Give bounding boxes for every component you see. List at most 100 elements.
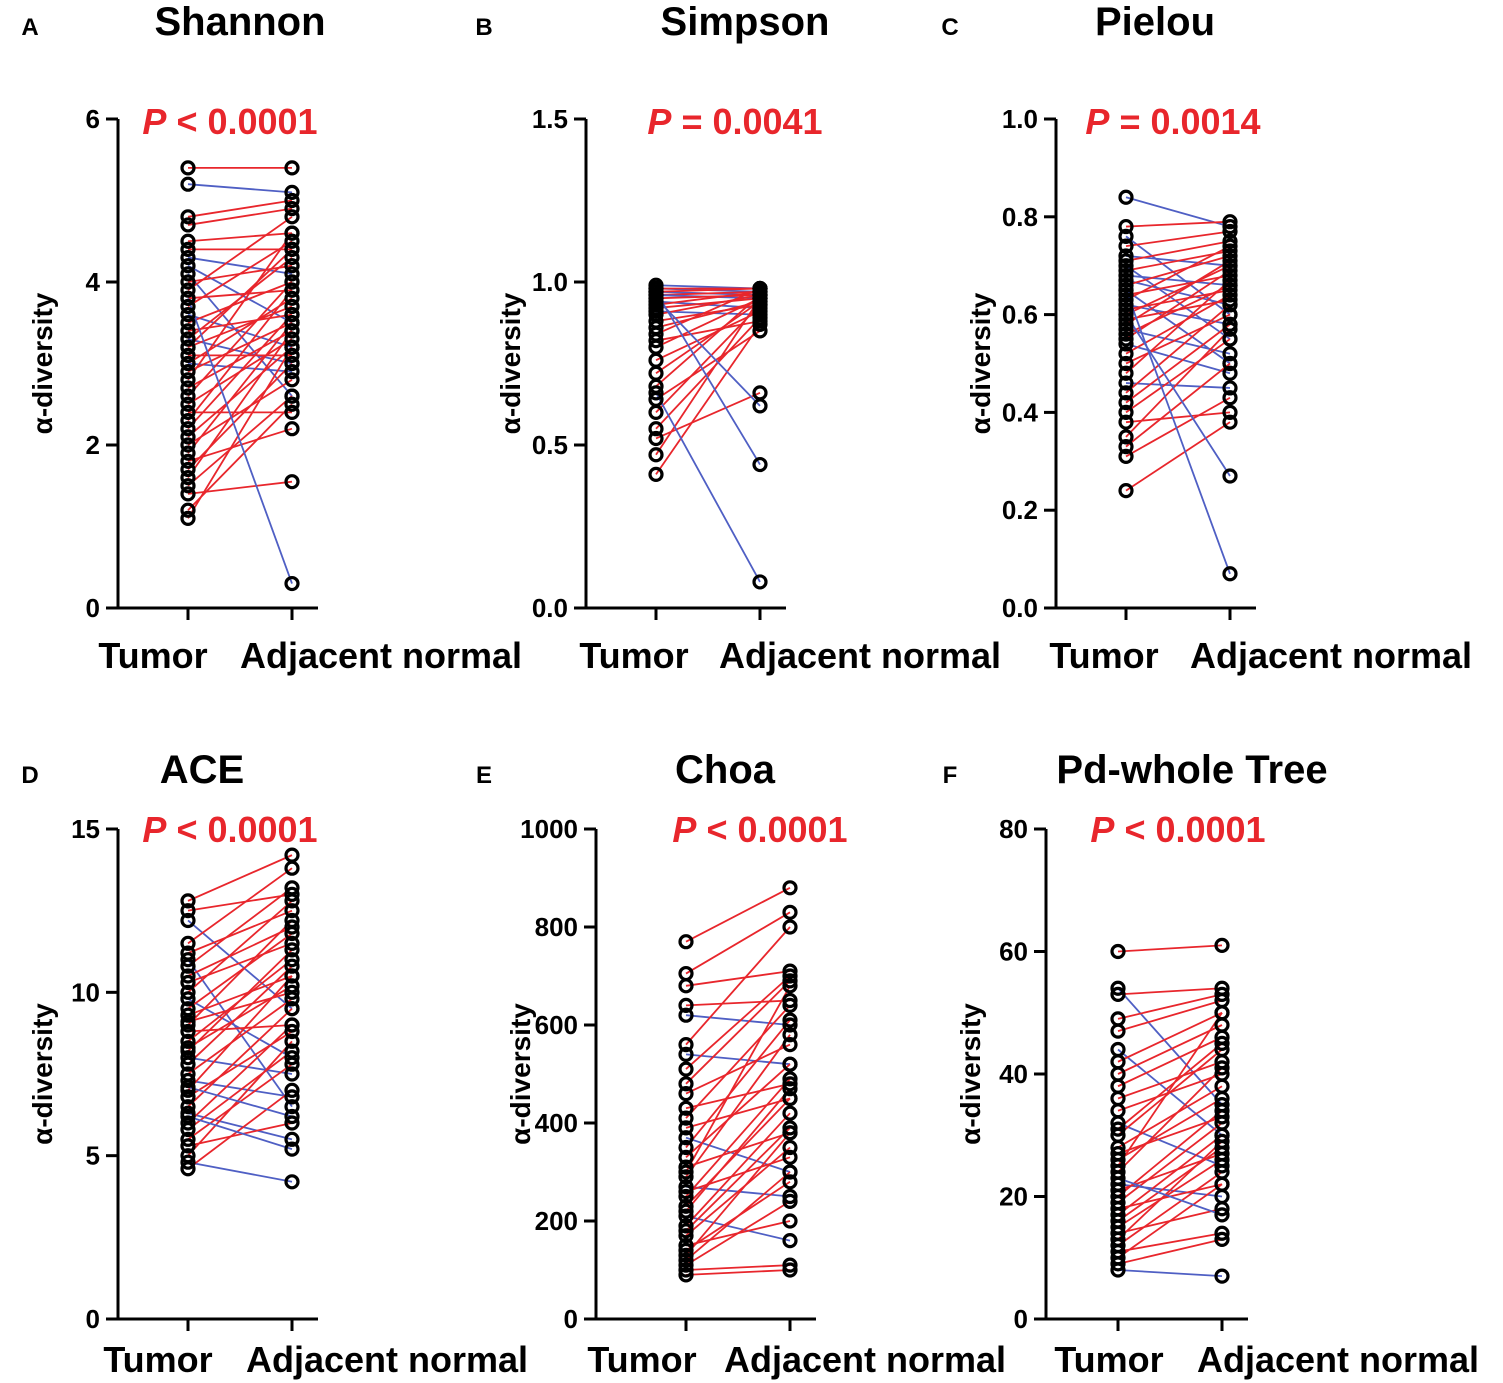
paired-line [187, 909, 293, 954]
paired-line [187, 362, 293, 373]
normal-point [284, 249, 300, 266]
paired-line [685, 1004, 791, 1119]
paired-line [1117, 1024, 1223, 1075]
normal-point [284, 1174, 300, 1190]
paired-line [655, 310, 761, 362]
tumor-point [1118, 385, 1134, 401]
tumor-point [180, 233, 196, 249]
tumor-point [1118, 429, 1134, 445]
normal-point [284, 886, 300, 902]
paired-line [187, 854, 293, 902]
paired-line [1125, 421, 1231, 492]
normal-point [284, 331, 300, 347]
paired-line [187, 321, 293, 373]
panel-title: Choa [675, 748, 776, 792]
tumor-point [180, 282, 196, 298]
tumor-point [678, 1223, 694, 1239]
paired-line [655, 323, 761, 475]
paired-line [1125, 362, 1231, 448]
tumor-point [678, 1120, 694, 1136]
paired-line [187, 991, 293, 1023]
normal-point [284, 893, 300, 909]
tumor-point [1110, 1256, 1126, 1272]
paired-line [187, 998, 293, 1075]
normal-point [1222, 331, 1238, 347]
panel-letter: D [21, 762, 38, 789]
normal-point [1222, 238, 1238, 254]
tumor-point [180, 364, 196, 380]
tumor-point [678, 1247, 694, 1263]
paired-line [685, 1078, 791, 1198]
paired-line [655, 294, 761, 316]
normal-point [1222, 307, 1238, 323]
paired-line [685, 1112, 791, 1227]
normal-point [284, 323, 300, 339]
p-symbol: P [1085, 101, 1110, 142]
normal-point [284, 1089, 300, 1105]
tumor-point [180, 510, 196, 526]
tumor-point [678, 1036, 694, 1053]
tumor-point [180, 298, 196, 315]
p-value-text: = 0.0041 [671, 101, 822, 142]
normal-point [284, 184, 300, 200]
tumor-point [180, 461, 196, 478]
tumor-point [678, 1100, 694, 1116]
tumor-point [1110, 986, 1126, 1002]
tumor-point [1118, 326, 1134, 342]
tumor-point [180, 258, 196, 274]
p-symbol: P [142, 809, 167, 850]
tumor-point [1118, 355, 1134, 372]
x-category-label: Tumor [1054, 1339, 1163, 1380]
paired-line [1117, 987, 1223, 996]
y-tick-label: 60 [999, 937, 1028, 967]
panel-letter: F [943, 762, 958, 789]
paired-line [1117, 1097, 1223, 1161]
y-axis-label: α-diversity [955, 1003, 986, 1145]
paired-line [187, 867, 293, 945]
paired-line [655, 290, 761, 306]
normal-point [752, 310, 768, 326]
paired-lines [187, 166, 293, 584]
x-category-label: Adjacent normal [1197, 1339, 1479, 1380]
paired-line [685, 1034, 791, 1178]
tumor-point [678, 1218, 694, 1234]
paired-line [187, 887, 293, 967]
y-tick-label: 400 [535, 1108, 578, 1138]
p-symbol: P [1090, 809, 1115, 850]
normal-point [284, 225, 300, 241]
paired-line [187, 232, 293, 381]
paired-line [655, 291, 761, 466]
paired-line [1125, 245, 1231, 301]
tumor-point [1118, 267, 1134, 284]
paired-line [187, 183, 293, 194]
paired-line [1117, 1134, 1223, 1216]
paired-line [685, 1200, 791, 1266]
y-tick-label: 0.2 [1002, 495, 1038, 525]
paired-line [187, 427, 293, 463]
normal-point [284, 355, 300, 372]
tumor-point [180, 290, 196, 306]
paired-line [1117, 1122, 1223, 1204]
paired-line [187, 1122, 293, 1147]
tumor-point [1118, 365, 1134, 381]
paired-line [685, 887, 791, 943]
tumor-point [1118, 331, 1134, 347]
tumor-point [1110, 980, 1126, 996]
normal-point [782, 1090, 798, 1107]
normal-point [782, 1232, 798, 1249]
paired-line [1117, 1036, 1223, 1088]
tumor-point [1118, 297, 1134, 313]
tumor-point [180, 388, 196, 404]
normal-point [284, 958, 300, 974]
x-category-label: Adjacent normal [1190, 635, 1472, 676]
normal-point [1222, 380, 1238, 396]
normal-point [782, 1017, 798, 1033]
paired-line [685, 1156, 791, 1193]
tumor-point [678, 1188, 694, 1205]
tumor-point [1118, 375, 1134, 391]
normal-point [284, 1066, 300, 1082]
normal-point [284, 903, 300, 919]
normal-point [782, 1213, 798, 1229]
normal-point [284, 339, 300, 355]
tumor-point [648, 404, 664, 420]
